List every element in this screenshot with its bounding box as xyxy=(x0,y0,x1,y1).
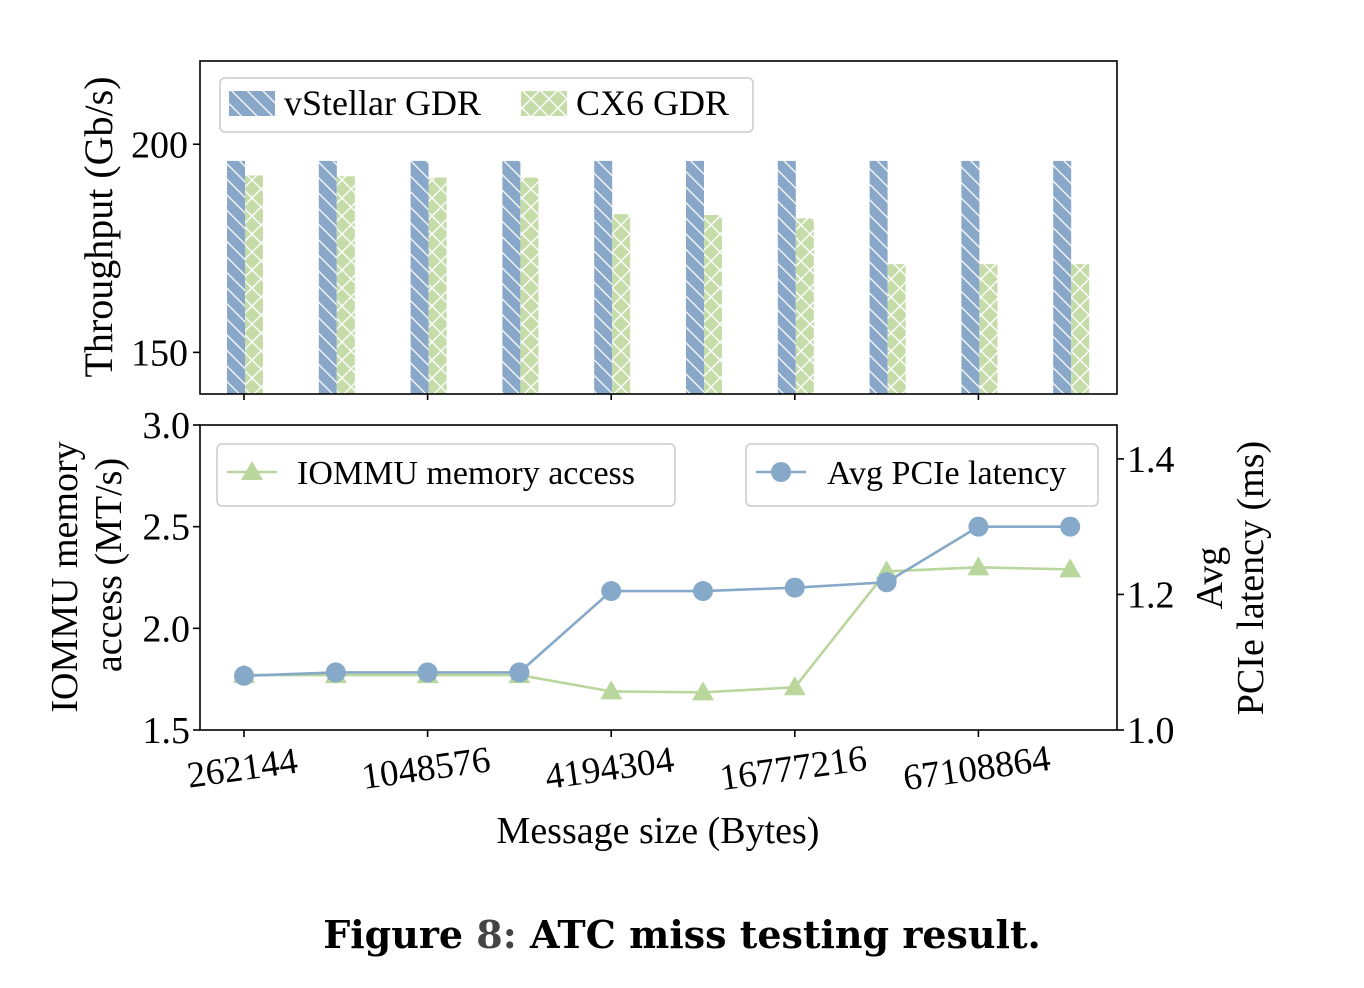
right-legend-box xyxy=(745,443,1099,507)
top-x-ticks xyxy=(243,394,980,400)
bottom-x-ticks: 262144 1048576 4194304 16777216 67108864 xyxy=(185,730,1053,799)
legend-label-pcie: Avg PCIe latency xyxy=(827,455,1066,492)
top-y-tick-label: 200 xyxy=(131,124,188,166)
point-iommu-134217728 xyxy=(1059,558,1082,578)
bottom-right-y-ticks: 1.0 1.2 1.4 xyxy=(1117,439,1175,752)
bar-vstellar-33554432 xyxy=(869,160,888,394)
bar-vstellar-67108864 xyxy=(961,160,980,394)
bar-vstellar-4194304 xyxy=(594,160,613,394)
legend-swatch-vstellar xyxy=(229,91,275,116)
bar-vstellar-16777216 xyxy=(777,160,796,394)
bottom-plot-frame xyxy=(199,424,1118,731)
bar-vstellar-524288 xyxy=(318,160,337,394)
point-pcie-8388608 xyxy=(693,581,713,602)
top-y-tick-label: 150 xyxy=(131,332,188,374)
point-pcie-1048576 xyxy=(417,662,438,683)
bottom-x-tick-label: 4194304 xyxy=(543,739,677,798)
bar-cx6-262144 xyxy=(245,175,263,394)
bar-cx6-67108864 xyxy=(979,264,998,394)
top-legend-box xyxy=(219,77,754,133)
top-y-axis-label: Throughput (Gb/s) xyxy=(76,76,121,377)
bar-cx6-4194304 xyxy=(612,214,631,394)
bottom-lines xyxy=(233,516,1082,701)
iommu-latency-line-chart: 1.5 2.0 2.5 3.0 1.0 1.2 1.4 262144 1048576 4194… xyxy=(44,405,1272,852)
top-legend: vStellar GDR CX6 GDR xyxy=(219,77,754,133)
point-pcie-67108864 xyxy=(968,516,989,537)
bar-vstellar-134217728 xyxy=(1053,160,1072,394)
left-y-tick-label: 1.5 xyxy=(143,710,191,752)
point-pcie-33554432 xyxy=(876,572,897,593)
point-iommu-67108864 xyxy=(967,556,990,576)
bar-cx6-8388608 xyxy=(704,215,722,394)
bar-cx6-134217728 xyxy=(1071,264,1090,394)
bar-vstellar-262144 xyxy=(227,160,245,394)
point-pcie-16777216 xyxy=(784,577,805,598)
line-pcie xyxy=(243,525,1071,678)
right-y-tick-label: 1.4 xyxy=(1127,439,1175,481)
top-y-ticks: 150 200 xyxy=(131,124,200,374)
bottom-right-axis-label: AvgPCIe latency (ms) xyxy=(1189,441,1272,715)
point-pcie-4194304 xyxy=(601,581,622,602)
bar-vstellar-8388608 xyxy=(686,160,704,394)
caption-figure-word: Figure xyxy=(323,912,464,957)
left-legend: IOMMU memory access xyxy=(216,443,676,507)
legend-marker-iommu xyxy=(241,461,263,480)
bottom-left-y-ticks: 1.5 2.0 2.5 3.0 xyxy=(143,405,200,752)
throughput-bars xyxy=(227,160,1090,394)
point-pcie-2097152 xyxy=(509,662,530,683)
bar-cx6-524288 xyxy=(336,176,355,394)
legend-swatch-cx6 xyxy=(521,91,567,116)
figure-caption: Figure 8: ATC miss testing result. xyxy=(0,912,1364,957)
bar-cx6-2097152 xyxy=(520,177,539,394)
legend-marker-pcie xyxy=(771,462,791,482)
left-y-tick-label: 2.0 xyxy=(143,608,191,650)
bottom-x-tick-label: 16777216 xyxy=(717,738,869,799)
left-y-tick-label: 3.0 xyxy=(143,405,191,447)
legend-label-cx6: CX6 GDR xyxy=(576,83,729,123)
point-iommu-8388608 xyxy=(692,681,714,701)
caption-text: ATC miss testing result. xyxy=(529,912,1041,957)
bar-vstellar-1048576 xyxy=(410,160,429,394)
bottom-x-axis-label: Message size (Bytes) xyxy=(497,810,820,852)
bottom-left-axis-label: IOMMU memoryaccess (MT/s) xyxy=(44,441,130,712)
bottom-x-tick-label: 262144 xyxy=(185,741,301,797)
point-iommu-16777216 xyxy=(783,676,806,696)
point-pcie-262144 xyxy=(234,665,254,686)
point-pcie-524288 xyxy=(325,662,346,683)
line-iommu xyxy=(244,566,1071,694)
bar-cx6-1048576 xyxy=(428,177,447,394)
right-legend: Avg PCIe latency xyxy=(745,443,1099,507)
caption-figure-number: 8: xyxy=(476,912,517,957)
right-y-tick-label: 1.0 xyxy=(1127,710,1175,752)
legend-label-vstellar: vStellar GDR xyxy=(284,83,481,123)
point-pcie-134217728 xyxy=(1060,516,1081,537)
bar-cx6-33554432 xyxy=(887,264,906,394)
top-plot-frame xyxy=(199,60,1118,395)
throughput-bar-chart: 150 200 Throughput (Gb/s) vStellar GDR CX… xyxy=(76,60,1118,400)
right-y-tick-label: 1.2 xyxy=(1127,574,1175,616)
legend-label-iommu: IOMMU memory access xyxy=(297,455,635,492)
point-iommu-4194304 xyxy=(600,680,623,700)
bottom-x-tick-label: 67108864 xyxy=(901,738,1053,799)
bar-cx6-16777216 xyxy=(795,218,814,394)
bar-vstellar-2097152 xyxy=(502,160,521,394)
bottom-x-tick-label: 1048576 xyxy=(359,739,493,798)
left-y-tick-label: 2.5 xyxy=(143,507,191,549)
left-legend-box xyxy=(216,443,676,507)
